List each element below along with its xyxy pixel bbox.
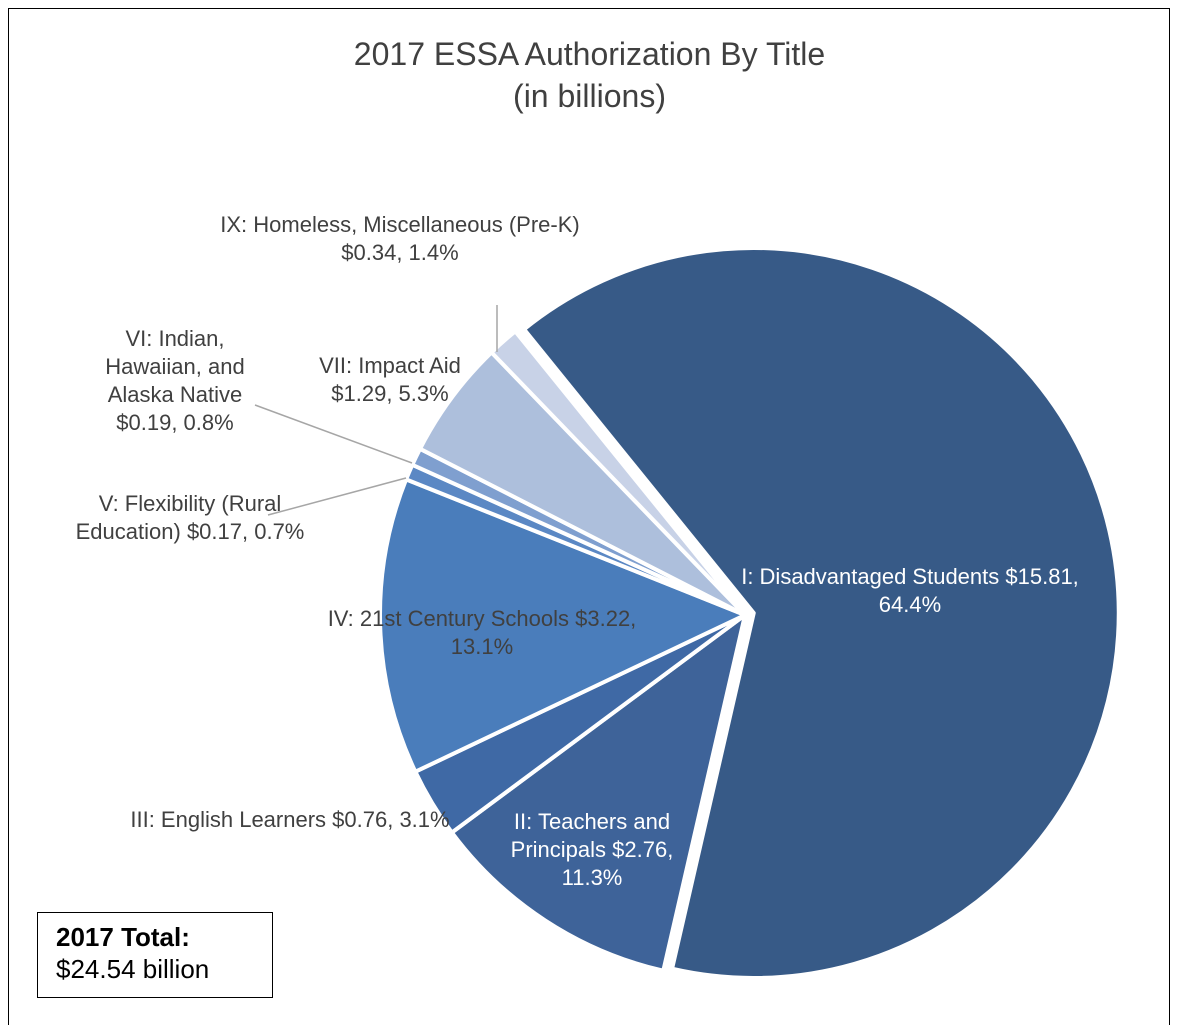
pie-slice xyxy=(378,477,747,774)
data-label: III: English Learners $0.76, 3.1% xyxy=(125,806,455,834)
pie-slice xyxy=(449,613,747,973)
data-label: II: Teachers and Principals $2.76, 11.3% xyxy=(487,808,697,892)
category-label: V: Flexibility (Rural Education) xyxy=(75,491,282,544)
value-label: $3.22, 13.1% xyxy=(450,606,637,659)
data-label: IV: 21st Century Schools $3.22, 13.1% xyxy=(322,605,642,661)
total-label: 2017 Total: xyxy=(56,922,190,952)
total-value: $24.54 billion xyxy=(56,954,210,984)
category-label: III: English Learners xyxy=(130,807,327,832)
category-label: VII: Impact Aid xyxy=(319,353,461,378)
total-box: 2017 Total: $24.54 billion xyxy=(37,912,273,998)
chart-title: 2017 ESSA Authorization By Title xyxy=(353,36,826,72)
category-label: IV: 21st Century Schools xyxy=(327,606,569,631)
value-label: $0.76, 3.1% xyxy=(332,807,450,832)
category-label: IX: Homeless, Miscellaneous (Pre-K) xyxy=(220,212,580,237)
data-label: IX: Homeless, Miscellaneous (Pre-K) $0.3… xyxy=(210,211,590,267)
value-label: $2.76, 11.3% xyxy=(561,837,674,890)
pie-slice xyxy=(489,329,747,617)
pie-slice xyxy=(522,246,1121,980)
frame xyxy=(8,8,1170,1025)
data-label: VII: Impact Aid $1.29, 5.3% xyxy=(300,352,480,408)
value-label: $0.19, 0.8% xyxy=(116,410,234,435)
category-label: VI: Indian, Hawaiian, and Alaska Native xyxy=(105,326,245,407)
data-label: I: Disadvantaged Students $15.81, 64.4% xyxy=(740,563,1080,619)
value-label: $1.29, 5.3% xyxy=(331,381,449,406)
category-label: I: Disadvantaged Students xyxy=(741,564,1000,589)
value-label: $0.34, 1.4% xyxy=(341,240,459,265)
data-label: V: Flexibility (Rural Education) $0.17, … xyxy=(75,490,305,546)
leader-line xyxy=(254,404,413,464)
value-label: $15.81, 64.4% xyxy=(878,564,1079,617)
category-label: II: Teachers and Principals xyxy=(510,809,671,862)
value-label: $0.17, 0.7% xyxy=(186,519,305,544)
chart-subtitle: (in billions) xyxy=(513,78,666,114)
data-label: VI: Indian, Hawaiian, and Alaska Native … xyxy=(80,325,270,437)
leader-line xyxy=(267,477,407,516)
